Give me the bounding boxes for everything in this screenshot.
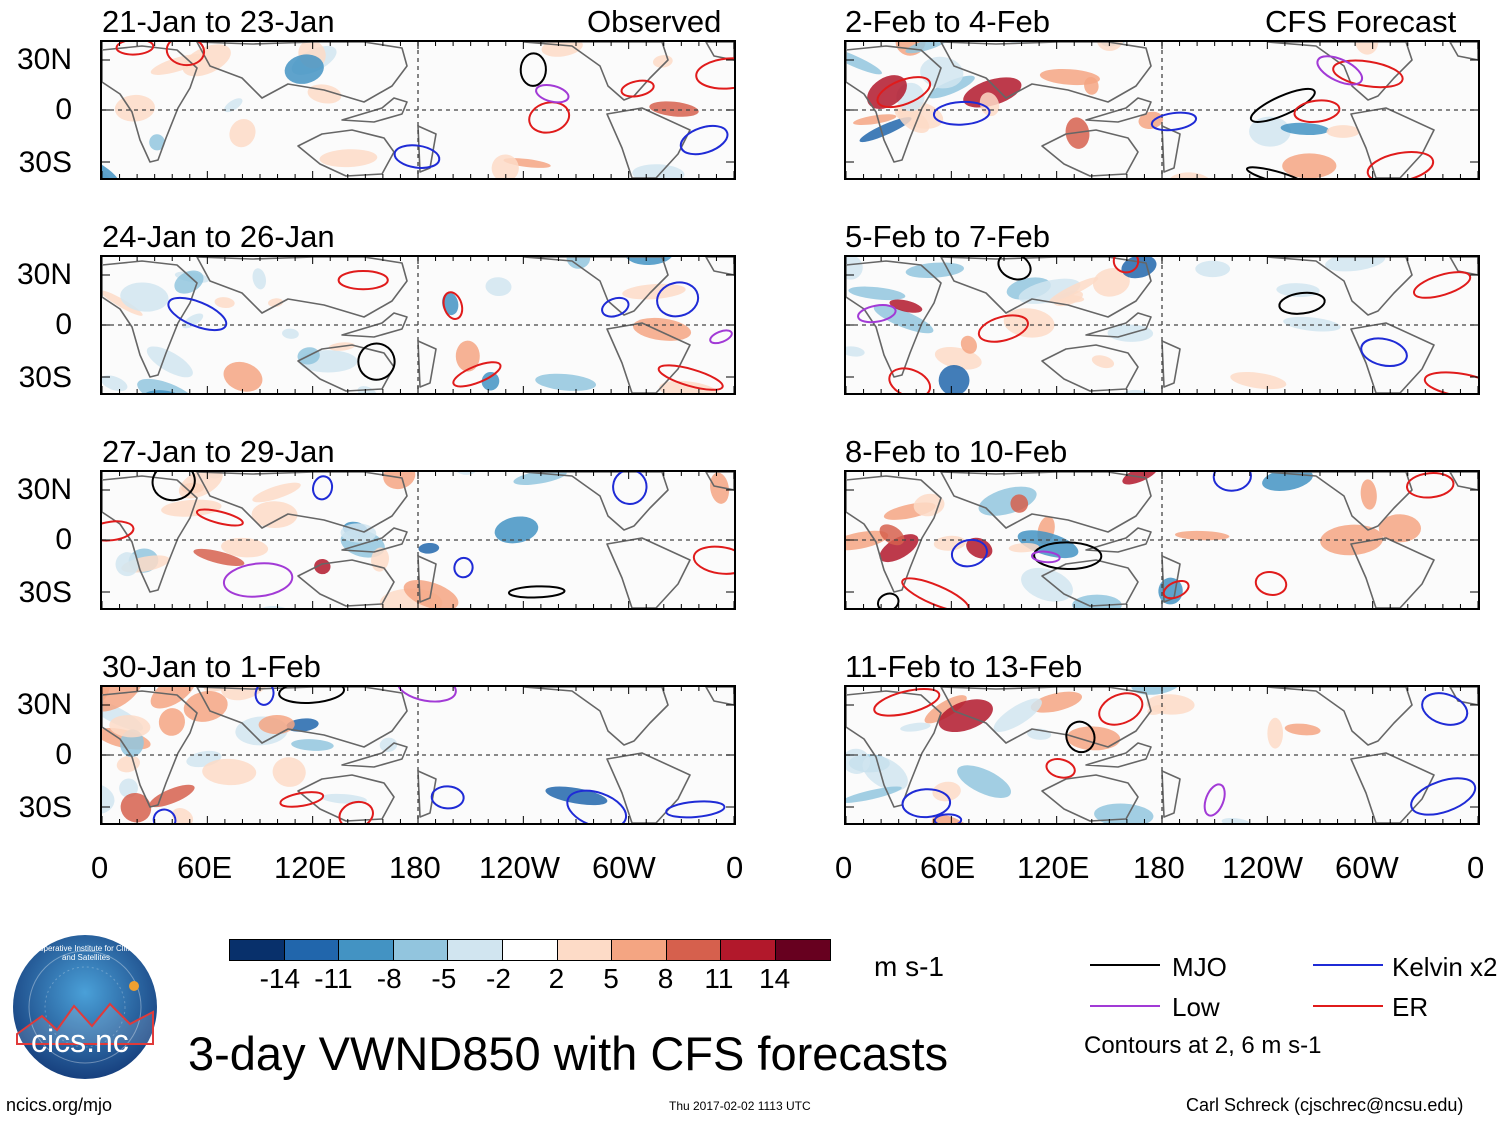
lat-label-30s: 30S <box>18 146 72 179</box>
cics-logo <box>12 934 158 1080</box>
lon-label-120w: 120W <box>479 850 560 885</box>
legend-line-er <box>1313 1005 1383 1007</box>
colorbar-swatch <box>229 939 285 961</box>
map-panel-right-2 <box>844 255 1480 395</box>
footer-timestamp: Thu 2017-02-02 1113 UTC <box>669 1099 811 1113</box>
legend-line-low <box>1090 1005 1160 1007</box>
colorbar-swatch <box>775 939 831 961</box>
panel-title-left-4: 30-Jan to 1-Feb <box>102 649 321 684</box>
colorbar-swatch <box>392 939 449 961</box>
lat-label-30s: 30S <box>18 361 72 394</box>
colorbar-units: m s-1 <box>874 951 944 982</box>
lon-label-0: 0 <box>726 850 744 885</box>
colorbar-label: 11 <box>704 963 734 994</box>
colorbar-swatch <box>502 939 558 961</box>
lon-label-0: 0 <box>91 850 109 885</box>
logo-text: cics.nc <box>31 1023 129 1059</box>
legend-line-mjo <box>1090 964 1160 966</box>
map-panel-right-3 <box>844 470 1480 610</box>
forecast-label: CFS Forecast <box>1265 4 1457 39</box>
lat-label-30s: 30S <box>18 791 72 824</box>
colorbar-swatch <box>665 939 722 961</box>
lat-label-eq: 0 <box>55 738 72 771</box>
panel-title-left-1: 21-Jan to 23-Jan <box>102 4 335 39</box>
colorbar-label: -5 <box>431 963 457 994</box>
lat-label-30n: 30N <box>16 258 72 291</box>
colorbar-label: -8 <box>376 963 402 994</box>
map-panel-left-2 <box>100 255 736 395</box>
lon-label-120e: 120E <box>274 850 347 885</box>
map-panel-left-3 <box>100 470 736 610</box>
footer-website[interactable]: ncics.org/mjo <box>6 1095 113 1115</box>
panel-title-right-3: 8-Feb to 10-Feb <box>845 434 1068 469</box>
colorbar-swatch <box>556 939 613 961</box>
legend-label-er: ER <box>1392 992 1429 1022</box>
colorbar-swatch <box>283 939 340 961</box>
colorbar-label: -2 <box>486 963 511 994</box>
lat-label-eq: 0 <box>55 308 72 341</box>
panel-title-left-2: 24-Jan to 26-Jan <box>102 219 335 254</box>
legend-label-low: Low <box>1172 992 1220 1022</box>
colorbar-label: -14 <box>259 963 301 994</box>
lat-label-30s: 30S <box>18 576 72 609</box>
lat-label-30n: 30N <box>16 473 72 506</box>
lon-label-180: 180 <box>389 850 441 885</box>
colorbar-swatch <box>447 939 503 961</box>
lat-label-30n: 30N <box>16 43 72 76</box>
map-panel-right-4 <box>844 685 1480 825</box>
observed-label: Observed <box>587 4 722 39</box>
lon-label-180: 180 <box>1133 850 1185 885</box>
map-panel-right-1 <box>844 40 1480 180</box>
map-panel-left-1 <box>100 40 736 180</box>
lat-label-eq: 0 <box>55 523 72 556</box>
panel-title-right-2: 5-Feb to 7-Feb <box>845 219 1051 254</box>
panel-title-left-3: 27-Jan to 29-Jan <box>102 434 335 469</box>
lon-label-60e: 60E <box>177 850 233 885</box>
lon-label-0: 0 <box>835 850 853 885</box>
footer-author: Carl Schreck (cjschrec@ncsu.edu) <box>1186 1095 1464 1115</box>
lon-label-60w: 60W <box>592 850 656 885</box>
legend-label-mjo: MJO <box>1172 952 1227 982</box>
colorbar-label: -11 <box>314 963 353 994</box>
colorbar-label: 2 <box>548 963 565 994</box>
colorbar-swatch <box>338 939 394 961</box>
colorbar-label: 14 <box>759 963 791 994</box>
colorbar-label: 8 <box>657 963 674 994</box>
legend-line-kelvin <box>1313 964 1383 966</box>
colorbar-swatch <box>720 939 776 961</box>
panel-title-right-4: 11-Feb to 13-Feb <box>845 649 1083 684</box>
colorbar-swatch <box>611 939 667 961</box>
legend-label-kelvin: Kelvin x2 <box>1392 952 1498 982</box>
map-panel-left-4 <box>100 685 736 825</box>
lon-label-60w: 60W <box>1335 850 1399 885</box>
lat-label-30n: 30N <box>16 688 72 721</box>
lon-label-120e: 120E <box>1017 850 1090 885</box>
logo-ring-text: Cooperative Institute for Climate and Sa… <box>28 944 144 962</box>
lon-label-120w: 120W <box>1222 850 1303 885</box>
panel-title-right-1: 2-Feb to 4-Feb <box>845 4 1051 39</box>
lon-label-60e: 60E <box>920 850 976 885</box>
contours-note: Contours at 2, 6 m s-1 <box>1084 1032 1322 1059</box>
lat-label-eq: 0 <box>55 93 72 126</box>
colorbar-label: 5 <box>603 963 619 994</box>
main-title: 3-day VWND850 with CFS forecasts <box>188 1027 949 1080</box>
lon-label-0: 0 <box>1467 850 1485 885</box>
